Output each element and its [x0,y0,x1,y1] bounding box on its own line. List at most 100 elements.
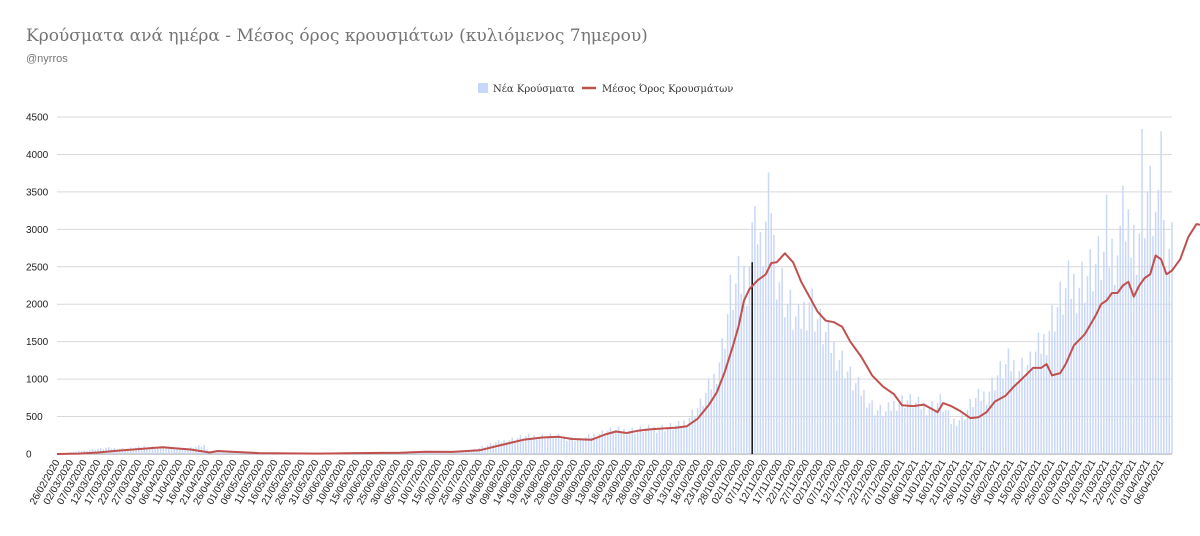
bar [1100,279,1102,454]
bar [1103,251,1105,454]
y-tick-label: 2000 [26,300,49,311]
bar [198,445,200,454]
bar [151,446,154,454]
bar [127,448,129,454]
bar [476,449,478,454]
bar [694,417,696,454]
bar [789,289,792,454]
bar [170,448,173,454]
bar [718,362,721,454]
bar [928,409,931,454]
bar [1122,185,1124,455]
bar [214,451,216,454]
bar [939,394,942,454]
bar [713,373,715,454]
bar [222,452,225,454]
bar [656,432,658,454]
bar [582,440,584,454]
bar [1004,363,1007,454]
bar [985,404,988,454]
bar [568,438,571,454]
bar [773,234,775,454]
bar [904,407,906,454]
bar [585,437,587,454]
bar [857,377,860,454]
bar [454,451,456,454]
bar [203,445,205,454]
bar [615,429,617,454]
bar [1021,357,1023,454]
bar [516,437,519,454]
bar [819,308,822,454]
bar [157,446,159,454]
bar [552,438,554,454]
bar [1064,288,1067,454]
bar [424,451,426,454]
y-axis: 0 500 1000 1500 2000 2500 3000 3500 4000 4500 [26,113,49,461]
bar [860,395,862,454]
bar [814,331,816,454]
bar [91,449,94,454]
y-tick-label: 4500 [26,113,49,124]
bar [1097,236,1100,454]
bar [909,394,912,454]
bar [1116,255,1119,454]
bar [685,425,688,454]
bar [658,428,661,454]
y-tick-label: 1500 [26,337,49,348]
bar [579,437,582,454]
bar [1010,371,1012,454]
bar [1171,222,1173,454]
bar [1165,276,1168,454]
bar [506,442,508,454]
bar [972,407,974,454]
bar [1013,359,1015,454]
bar [124,449,126,454]
bar [178,449,181,454]
bar [958,420,961,454]
bar [497,440,500,454]
bar [691,409,693,454]
bar [901,395,903,454]
bar [735,283,737,454]
bar [816,319,819,454]
bar [97,448,99,454]
bar [587,434,590,454]
bar [522,438,524,454]
bar [868,403,871,454]
bar [181,449,184,454]
bar [1149,165,1151,455]
bar [974,398,977,454]
bar [519,435,522,454]
bar [500,442,503,454]
bar [977,388,980,454]
bar [192,448,195,454]
bar [432,451,434,454]
bar [855,383,857,454]
bar [740,293,743,454]
bar [931,401,933,454]
bar [707,378,710,454]
bar [1168,248,1171,454]
bar [1062,314,1064,454]
bar [1054,331,1056,454]
bar [1084,302,1086,454]
bar [1108,267,1111,454]
bar [1056,307,1059,454]
bar [1075,313,1078,454]
bar [838,360,841,454]
bar [233,452,235,454]
bar [495,442,497,454]
bar [636,429,639,454]
bar [745,305,748,454]
bar [1048,331,1051,454]
x-axis: 26/02/202002/03/202007/03/202012/03/2020… [28,458,1167,507]
y-tick-label: 2500 [26,262,49,273]
bar [1040,353,1042,454]
bar [593,433,595,454]
bar [729,274,732,454]
bar [672,429,674,454]
bar [1073,273,1075,454]
bar [852,390,854,454]
bar [988,391,991,454]
